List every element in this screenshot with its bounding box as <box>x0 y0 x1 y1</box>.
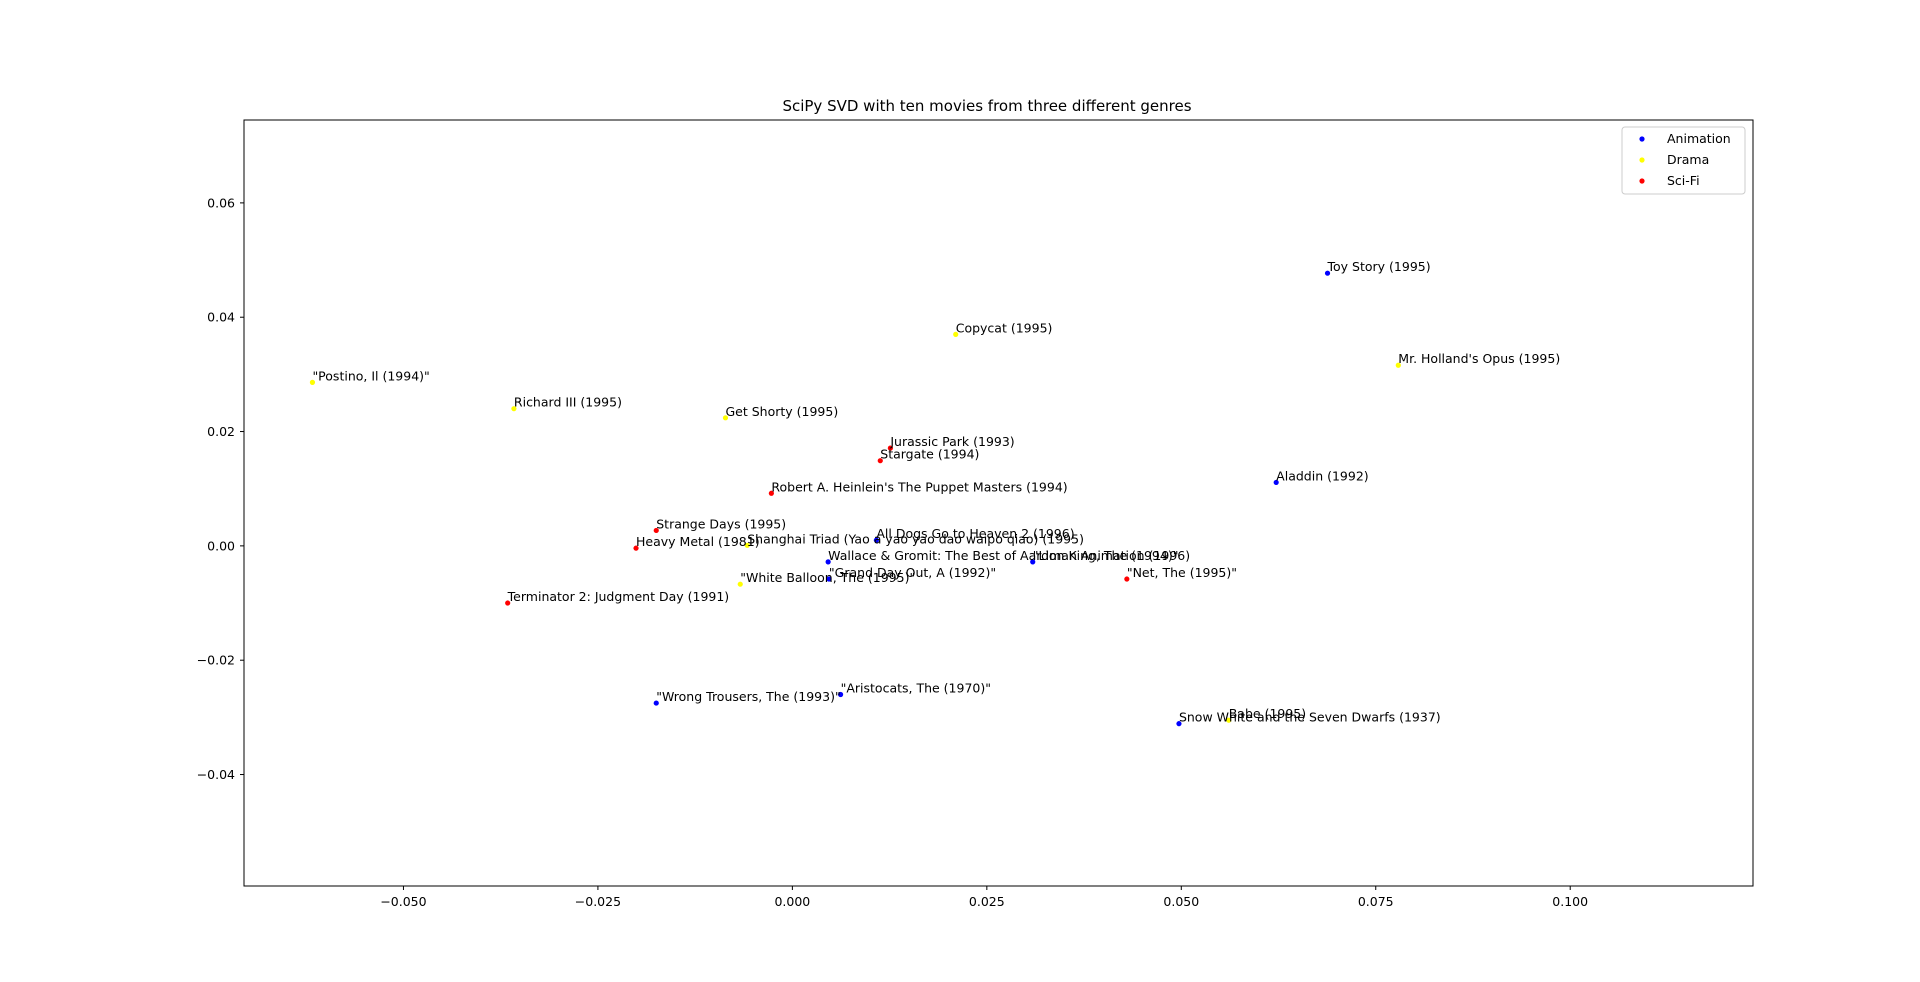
data-point-animation <box>825 559 831 565</box>
x-tick-label: 0.075 <box>1358 894 1394 909</box>
y-axis: 0.06 0.04 0.02 0.00 −0.02 −0.04 <box>197 195 244 782</box>
data-point-label: Copycat (1995) <box>956 320 1053 335</box>
data-point-sci-fi <box>877 458 883 464</box>
data-point-label: Shanghai Triad (Yao a yao yao dao waipo … <box>747 531 1084 546</box>
plot-points <box>309 270 1401 727</box>
data-point-label: Terminator 2: Judgment Day (1991) <box>507 589 730 604</box>
data-point-drama <box>1395 362 1401 368</box>
data-point-sci-fi <box>653 527 659 534</box>
data-point-drama <box>953 331 959 337</box>
plot-labels: Toy Story (1995) Aladdin (1992) All Dogs G… <box>312 259 1560 724</box>
data-point-drama <box>511 406 517 412</box>
legend-box <box>1621 126 1746 195</box>
data-point-label: "Postino, Il (1994)" <box>312 368 429 383</box>
x-tick-label: −0.050 <box>380 894 426 909</box>
chart-title: SciPy SVD with ten movies from three dif… <box>782 97 1191 115</box>
data-point-label: Stargate (1994) <box>880 447 979 462</box>
data-point-drama <box>744 542 750 548</box>
data-point-label: Mr. Holland's Opus (1995) <box>1398 351 1560 366</box>
legend-marker <box>1639 136 1645 142</box>
data-point-label: Toy Story (1995) <box>1327 259 1431 274</box>
data-point-animation <box>1030 559 1036 565</box>
data-point-sci-fi <box>768 490 774 496</box>
y-tick-label: −0.02 <box>197 653 235 668</box>
data-point-animation <box>837 691 844 698</box>
data-point-label: Richard III (1995) <box>514 395 622 410</box>
data-point-label: "Aristocats, The (1970)" <box>841 681 991 696</box>
legend-marker <box>1639 157 1645 163</box>
data-point-animation <box>653 700 659 706</box>
data-point-label: Snow White and the Seven Dwarfs (1937) <box>1179 710 1441 725</box>
data-point-drama <box>1226 717 1232 723</box>
y-tick-label: 0.00 <box>207 538 235 553</box>
data-point-label: Babe (1995) <box>1229 706 1306 721</box>
data-point-label: Strange Days (1995) <box>656 516 786 531</box>
y-tick-label: 0.02 <box>207 424 235 439</box>
data-point-sci-fi <box>633 545 639 551</box>
legend-label: Sci-Fi <box>1667 173 1700 188</box>
data-point-label: "Wrong Trousers, The (1993)" <box>656 689 840 704</box>
data-point-label: "Net, The (1995)" <box>1127 565 1237 580</box>
data-point-label: All Dogs Go to Heaven 2 (1996) <box>876 526 1074 541</box>
data-point-animation <box>1324 270 1331 276</box>
data-point-label: "White Balloon, The (1995)" <box>740 570 915 585</box>
x-tick-label: 0.100 <box>1552 894 1588 909</box>
x-axis: −0.050 −0.025 0.000 0.025 0.050 0.075 0.100 <box>380 886 1588 909</box>
y-tick-label: 0.04 <box>207 310 235 325</box>
data-point-animation <box>873 537 879 543</box>
legend-marker <box>1639 178 1645 184</box>
data-point-sci-fi <box>1124 576 1130 582</box>
data-point-label: "Lion King, The (1994)" <box>1033 548 1179 563</box>
data-point-drama <box>737 581 743 587</box>
data-point-label: Heavy Metal (1981) <box>636 534 760 549</box>
y-tick-label: −0.04 <box>197 767 235 782</box>
y-tick-label: 0.06 <box>207 195 235 210</box>
data-point-sci-fi <box>887 445 893 451</box>
legend: Animation Drama Sci-Fi <box>1621 126 1746 195</box>
data-point-label: "Grand Day Out, A (1992)" <box>829 565 996 580</box>
data-point-label: Get Shorty (1995) <box>725 404 838 419</box>
legend-label: Animation <box>1667 131 1731 146</box>
x-tick-label: 0.000 <box>774 894 810 909</box>
data-point-label: Aladdin (1992) <box>1276 468 1369 483</box>
data-point-animation <box>1273 479 1279 486</box>
data-point-sci-fi <box>505 600 511 606</box>
data-point-animation <box>826 576 832 582</box>
data-point-animation <box>1176 721 1182 727</box>
x-tick-label: 0.025 <box>969 894 1005 909</box>
data-point-label: Robert A. Heinlein's The Puppet Masters … <box>771 479 1067 494</box>
data-point-drama <box>309 379 316 385</box>
data-point-label: Wallace & Gromit: The Best of Aardman An… <box>828 548 1190 563</box>
legend-label: Drama <box>1667 152 1709 167</box>
data-point-label: Jurassic Park (1993) <box>889 434 1014 449</box>
x-tick-label: 0.050 <box>1163 894 1199 909</box>
plot-frame <box>243 119 1754 887</box>
x-tick-label: −0.025 <box>575 894 621 909</box>
data-point-drama <box>722 415 729 421</box>
